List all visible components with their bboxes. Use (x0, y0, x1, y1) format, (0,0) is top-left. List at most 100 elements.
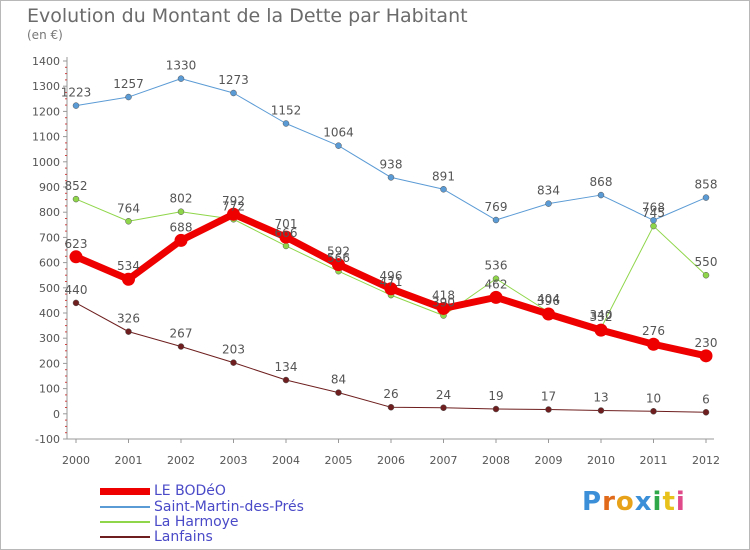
data-label-lanfains: 24 (436, 388, 451, 402)
data-label-le-bodeo: 534 (117, 259, 140, 273)
x-tick-label: 2012 (692, 454, 720, 467)
y-tick-label: 300 (39, 332, 60, 345)
data-point-saint-martin (335, 142, 342, 149)
data-label-saint-martin: 891 (432, 169, 455, 183)
logo-letter: t (662, 487, 676, 517)
legend-swatch-lanfains (100, 536, 150, 538)
data-point-lanfains (597, 407, 605, 414)
data-label-lanfains: 326 (117, 312, 140, 326)
y-tick-label: 1000 (32, 156, 60, 169)
data-point-la-harmoye (72, 195, 80, 203)
data-label-saint-martin: 1223 (61, 86, 92, 100)
data-point-la-harmoye (650, 222, 657, 230)
data-point-lanfains (335, 389, 342, 396)
y-tick-label: 0 (53, 408, 60, 421)
data-label-saint-martin: 858 (695, 178, 718, 192)
x-tick-label: 2006 (377, 454, 405, 467)
x-tick-label: 2007 (430, 454, 458, 467)
legend-label-lanfains: Lanfains (154, 529, 213, 545)
legend-item-la-harmoye: La Harmoye (100, 514, 360, 530)
logo-letter: P (582, 487, 603, 517)
legend-item-saint-martin: Saint-Martin-des-Prés (100, 499, 360, 515)
legend-swatch-la-harmoye (100, 521, 150, 523)
logo-letter: i (675, 487, 686, 517)
data-label-lanfains: 6 (702, 392, 710, 406)
data-label-la-harmoye: 764 (117, 201, 140, 215)
data-label-la-harmoye: 390 (432, 296, 455, 310)
y-tick-label: 500 (39, 282, 60, 295)
data-label-lanfains: 267 (170, 327, 193, 341)
data-label-lanfains: 13 (593, 391, 608, 405)
data-label-le-bodeo: 418 (432, 288, 455, 302)
legend-label-la-harmoye: La Harmoye (154, 514, 239, 530)
data-point-le-bodeo (437, 301, 450, 315)
logo-letter: i (652, 487, 663, 517)
data-label-lanfains: 26 (383, 387, 398, 401)
data-point-le-bodeo (279, 230, 293, 244)
data-label-le-bodeo: 462 (485, 277, 508, 291)
data-label-saint-martin: 1273 (218, 73, 249, 87)
data-point-lanfains (230, 359, 237, 366)
data-point-lanfains (387, 403, 395, 411)
data-label-saint-martin: 1257 (113, 77, 144, 91)
data-label-la-harmoye: 745 (642, 206, 665, 220)
data-label-la-harmoye: 550 (695, 255, 718, 269)
data-label-saint-martin: 768 (642, 200, 665, 214)
data-label-le-bodeo: 792 (222, 194, 245, 208)
data-point-lanfains (702, 409, 710, 416)
legend-item-le-bodeo: LE BODéO (100, 483, 360, 499)
proxiti-logo: Proxiti (582, 487, 686, 517)
data-label-saint-martin: 1064 (323, 126, 354, 140)
x-tick-label: 2008 (482, 454, 510, 467)
data-point-lanfains (72, 299, 80, 307)
data-point-saint-martin (492, 216, 500, 224)
data-point-lanfains (650, 408, 657, 415)
chart-title: Evolution du Montant de la Dette par Hab… (27, 5, 468, 27)
data-point-le-bodeo (174, 233, 188, 247)
legend-label-saint-martin: Saint-Martin-des-Prés (154, 499, 304, 515)
data-label-la-harmoye: 566 (327, 251, 350, 265)
data-label-saint-martin: 868 (590, 175, 613, 189)
y-tick-label: -100 (35, 433, 60, 446)
data-label-saint-martin: 769 (485, 200, 508, 214)
data-point-saint-martin (230, 89, 237, 97)
y-tick-label: 1400 (32, 55, 60, 68)
data-point-la-harmoye (125, 218, 132, 225)
data-point-saint-martin (545, 200, 552, 207)
legend-swatch-le-bodeo (100, 488, 150, 495)
x-tick-label: 2002 (167, 454, 195, 467)
logo-letter: x (634, 487, 653, 517)
data-point-la-harmoye (282, 242, 290, 250)
x-tick-label: 2000 (62, 454, 90, 467)
data-point-la-harmoye (177, 208, 185, 215)
data-label-saint-martin: 938 (380, 157, 403, 171)
data-label-la-harmoye: 802 (170, 192, 193, 206)
chart-unit-label: (en €) (27, 28, 63, 42)
data-point-saint-martin (282, 120, 290, 127)
data-label-le-bodeo: 701 (275, 217, 298, 231)
data-label-saint-martin: 834 (537, 184, 560, 198)
data-label-la-harmoye: 471 (380, 275, 403, 289)
x-tick-label: 2003 (220, 454, 248, 467)
data-label-le-bodeo: 230 (695, 336, 718, 350)
data-point-le-bodeo (489, 290, 503, 304)
data-point-le-bodeo (69, 250, 83, 264)
data-point-saint-martin (702, 194, 710, 201)
logo-letter: r (602, 487, 616, 517)
data-point-saint-martin (125, 93, 132, 101)
data-label-lanfains: 17 (541, 390, 556, 404)
data-label-le-bodeo: 623 (65, 237, 88, 251)
data-point-lanfains (125, 328, 132, 335)
data-label-lanfains: 134 (275, 360, 298, 374)
legend-label-le-bodeo: LE BODéO (154, 483, 226, 499)
x-tick-label: 2010 (587, 454, 615, 467)
y-tick-label: 400 (39, 307, 60, 320)
data-point-saint-martin (597, 191, 605, 199)
y-tick-label: 1300 (32, 80, 60, 93)
data-label-la-harmoye: 536 (485, 259, 508, 273)
y-tick-label: 1200 (32, 105, 60, 118)
data-label-le-bodeo: 592 (327, 245, 350, 259)
data-point-le-bodeo (227, 207, 240, 221)
data-label-saint-martin: 1330 (166, 59, 197, 73)
